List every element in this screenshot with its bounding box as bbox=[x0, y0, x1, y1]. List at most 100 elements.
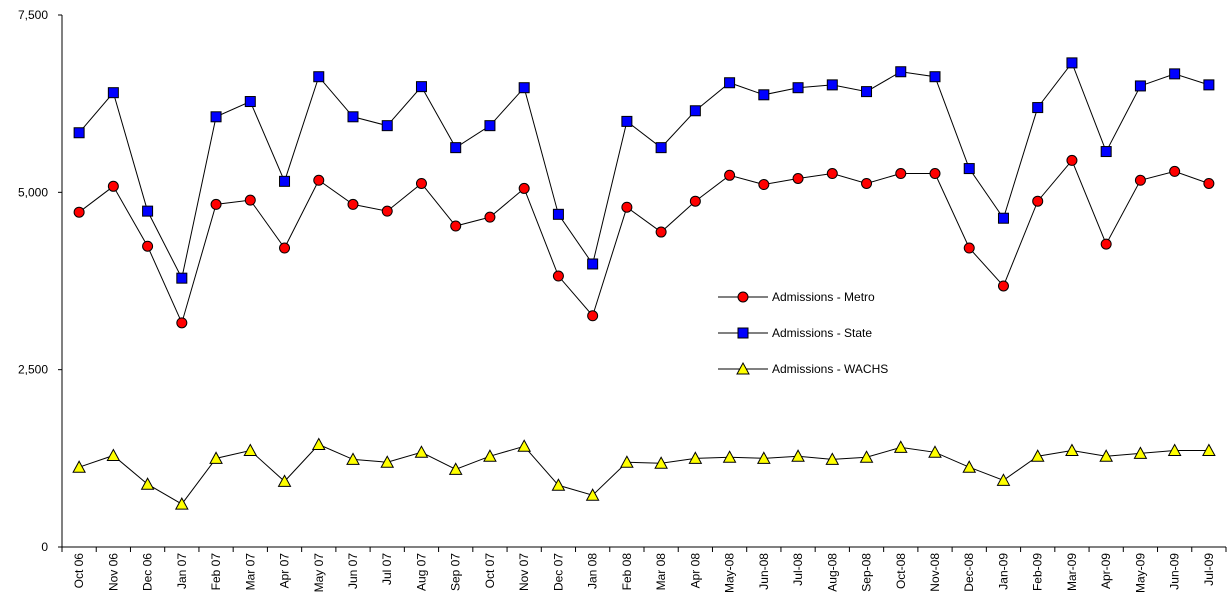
legend-label: Admissions - WACHS bbox=[772, 362, 888, 376]
x-tick-label: Aug-08 bbox=[825, 553, 839, 592]
x-tick-label: Mar-09 bbox=[1065, 553, 1079, 591]
legend-marker bbox=[737, 327, 749, 339]
marker bbox=[688, 451, 703, 464]
x-tick-label: May 07 bbox=[312, 553, 326, 593]
marker bbox=[1065, 443, 1079, 457]
legend-marker bbox=[737, 291, 749, 303]
marker bbox=[724, 77, 736, 89]
x-tick-label: Dec-08 bbox=[962, 553, 976, 592]
x-tick-label: Mar 08 bbox=[654, 553, 668, 591]
x-tick-label: Oct 06 bbox=[72, 553, 86, 589]
legend-marker bbox=[736, 361, 750, 375]
marker bbox=[997, 212, 1009, 224]
marker bbox=[176, 272, 188, 284]
x-tick-label: Aug 07 bbox=[414, 553, 428, 591]
marker bbox=[859, 450, 874, 463]
marker bbox=[244, 96, 256, 108]
marker bbox=[1099, 449, 1114, 462]
marker bbox=[73, 127, 85, 139]
marker bbox=[210, 111, 222, 123]
marker bbox=[1134, 174, 1146, 186]
x-tick-label: Jun-09 bbox=[1168, 553, 1182, 590]
marker bbox=[963, 163, 975, 175]
x-tick-label: Oct-08 bbox=[894, 553, 908, 589]
marker bbox=[861, 177, 873, 189]
x-tick-label: Jan-09 bbox=[996, 553, 1010, 590]
y-tick-label: 7,500 bbox=[18, 8, 48, 22]
x-tick-label: Dec 06 bbox=[141, 553, 155, 591]
y-tick-label: 5,000 bbox=[18, 185, 48, 199]
marker bbox=[73, 206, 85, 218]
marker bbox=[277, 474, 292, 487]
marker bbox=[1169, 68, 1181, 80]
marker bbox=[689, 195, 701, 207]
marker bbox=[1100, 146, 1112, 158]
marker bbox=[483, 449, 497, 462]
marker bbox=[655, 226, 667, 238]
marker bbox=[1133, 446, 1148, 459]
marker bbox=[620, 455, 634, 468]
marker bbox=[551, 478, 566, 491]
marker bbox=[415, 177, 427, 189]
marker bbox=[107, 180, 119, 192]
marker bbox=[347, 198, 359, 210]
marker bbox=[142, 240, 154, 252]
marker bbox=[346, 452, 360, 465]
marker bbox=[450, 220, 462, 232]
marker bbox=[826, 168, 838, 180]
marker bbox=[106, 448, 121, 461]
x-tick-label: Jan 07 bbox=[175, 553, 189, 589]
marker bbox=[792, 173, 804, 185]
marker bbox=[1169, 165, 1181, 177]
marker bbox=[209, 451, 223, 464]
marker bbox=[381, 120, 393, 132]
marker bbox=[72, 460, 86, 473]
marker bbox=[724, 169, 736, 181]
marker bbox=[689, 105, 701, 117]
x-tick-label: Feb 07 bbox=[209, 553, 223, 591]
marker bbox=[415, 81, 427, 93]
x-tick-label: May-08 bbox=[723, 553, 737, 593]
marker bbox=[826, 79, 838, 91]
marker bbox=[518, 182, 530, 194]
x-tick-label: Nov-08 bbox=[928, 553, 942, 592]
marker bbox=[1203, 177, 1215, 189]
marker bbox=[1100, 238, 1112, 250]
marker bbox=[621, 115, 633, 127]
x-tick-label: Mar 07 bbox=[243, 553, 257, 591]
marker bbox=[448, 462, 463, 475]
marker bbox=[414, 445, 429, 458]
marker bbox=[928, 445, 942, 458]
marker bbox=[1032, 195, 1044, 207]
marker bbox=[380, 455, 395, 468]
marker bbox=[758, 179, 770, 191]
series-line bbox=[78, 159, 1210, 325]
marker bbox=[895, 66, 907, 78]
x-tick-label: Jul-08 bbox=[791, 553, 805, 586]
x-tick-label: Nov 06 bbox=[106, 553, 120, 591]
marker bbox=[142, 205, 154, 217]
marker bbox=[1202, 443, 1216, 457]
marker bbox=[587, 310, 599, 322]
marker bbox=[311, 437, 326, 451]
x-tick-label: Sep-08 bbox=[860, 553, 874, 592]
marker bbox=[756, 451, 771, 464]
x-tick-label: Dec 07 bbox=[551, 553, 565, 591]
x-tick-label: Oct 07 bbox=[483, 553, 497, 589]
marker bbox=[381, 205, 393, 217]
marker bbox=[518, 82, 530, 94]
marker bbox=[825, 452, 840, 465]
marker bbox=[654, 456, 668, 469]
x-tick-label: May-09 bbox=[1133, 553, 1147, 593]
marker bbox=[176, 317, 188, 329]
legend-label: Admissions - State bbox=[772, 326, 872, 340]
marker bbox=[1167, 443, 1182, 457]
marker bbox=[1066, 154, 1078, 166]
legend-label: Admissions - Metro bbox=[772, 290, 875, 304]
marker bbox=[929, 168, 941, 180]
marker bbox=[585, 488, 600, 501]
marker bbox=[107, 87, 119, 99]
marker bbox=[929, 71, 941, 83]
marker bbox=[450, 142, 462, 154]
